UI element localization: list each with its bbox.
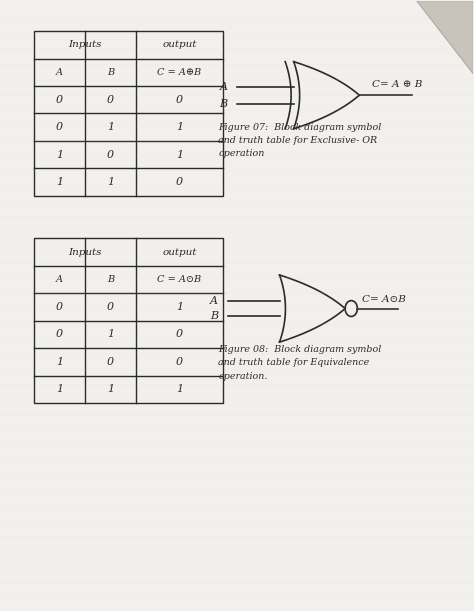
Text: output: output [162, 247, 197, 257]
Text: output: output [162, 40, 197, 49]
Text: 1: 1 [56, 177, 63, 187]
Text: C= A⊙B: C= A⊙B [362, 295, 406, 304]
Text: A: A [210, 296, 218, 306]
Text: 1: 1 [176, 122, 183, 132]
Text: 0: 0 [107, 357, 114, 367]
Text: Figure 07:  Block diagram symbol
and truth table for Exclusive- OR
operation: Figure 07: Block diagram symbol and trut… [218, 123, 382, 158]
Text: 1: 1 [56, 357, 63, 367]
Text: 0: 0 [56, 122, 63, 132]
Text: 0: 0 [107, 150, 114, 159]
Text: B: B [219, 100, 228, 109]
Text: 1: 1 [107, 177, 114, 187]
Text: 1: 1 [176, 384, 183, 394]
Text: 1: 1 [176, 150, 183, 159]
Text: 0: 0 [176, 95, 183, 104]
Text: 0: 0 [176, 357, 183, 367]
Text: 0: 0 [176, 329, 183, 340]
Text: B: B [107, 275, 114, 284]
Text: 0: 0 [56, 329, 63, 340]
Text: 0: 0 [56, 95, 63, 104]
Text: 0: 0 [176, 177, 183, 187]
Text: C = A⊕B: C = A⊕B [157, 68, 201, 77]
Text: 1: 1 [107, 384, 114, 394]
Text: 1: 1 [107, 329, 114, 340]
Text: 0: 0 [107, 95, 114, 104]
Text: 1: 1 [56, 150, 63, 159]
Bar [34, 31, 223, 196]
Text: B: B [107, 68, 114, 77]
Text: C= A ⊕ B: C= A ⊕ B [372, 80, 422, 89]
Text: 0: 0 [56, 302, 63, 312]
Text: A: A [219, 82, 228, 92]
Text: Figure 08:  Block diagram symbol
and truth table for Equivalence
operation.: Figure 08: Block diagram symbol and trut… [218, 345, 382, 381]
Text: 1: 1 [176, 302, 183, 312]
Bar [34, 238, 223, 403]
Text: A: A [56, 68, 63, 77]
Text: C = A⊙B: C = A⊙B [157, 275, 201, 284]
Text: 0: 0 [107, 302, 114, 312]
Text: Inputs: Inputs [68, 40, 101, 49]
Text: B: B [210, 312, 218, 321]
Text: 1: 1 [107, 122, 114, 132]
Polygon shape [417, 1, 474, 74]
Text: A: A [56, 275, 63, 284]
Text: 1: 1 [56, 384, 63, 394]
Text: Inputs: Inputs [68, 247, 101, 257]
